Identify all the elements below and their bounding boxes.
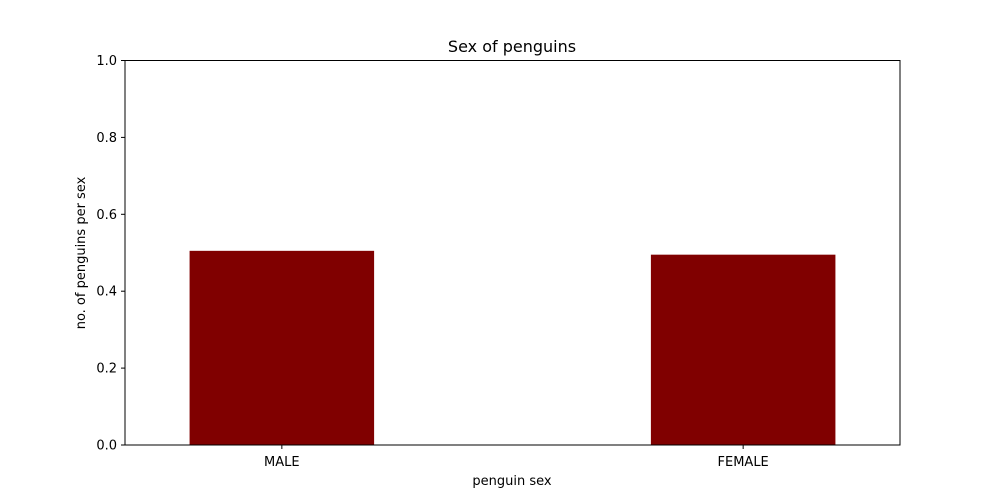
y-axis-ticks: 0.0 0.2 0.4 0.6 0.8 1.0: [96, 54, 125, 454]
y-tick-label: 1.0: [96, 54, 117, 69]
plot-frame: [124, 60, 901, 446]
y-tick-label: 0.2: [96, 362, 117, 377]
chart-title: Sex of penguins: [448, 37, 576, 56]
y-tick-label: 0.4: [96, 285, 117, 300]
y-tick-label: 0.8: [96, 131, 117, 146]
y-tick-label: 0.6: [96, 208, 117, 223]
x-tick-label: FEMALE: [718, 455, 769, 470]
x-tick-label: MALE: [264, 455, 300, 470]
y-axis-label: no. of penguins per sex: [74, 176, 89, 329]
x-axis-ticks: MALE FEMALE: [264, 445, 769, 470]
y-tick-label: 0.0: [96, 439, 117, 454]
bars-group: [189, 250, 836, 445]
bar-female: [650, 254, 836, 445]
bar-male: [189, 250, 375, 445]
x-axis-label: penguin sex: [472, 474, 552, 489]
